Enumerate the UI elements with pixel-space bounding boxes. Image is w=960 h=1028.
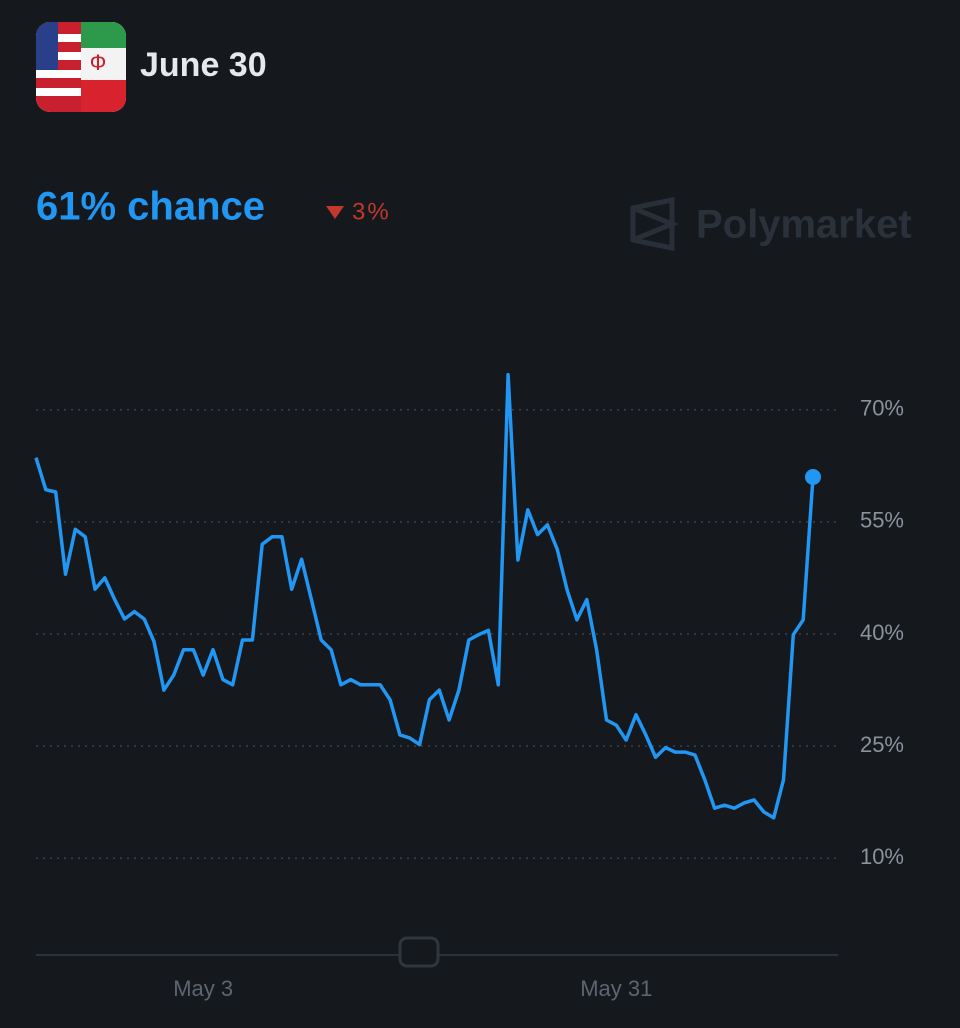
series-line <box>34 372 815 820</box>
change-label: 3% <box>352 198 391 225</box>
market-icon[interactable]: Ф <box>36 22 126 112</box>
market-title: June 30 <box>140 46 267 84</box>
scroll-handle[interactable] <box>398 936 440 968</box>
y-tick-label: 25% <box>860 732 904 757</box>
down-arrow <box>326 206 344 219</box>
end-point <box>805 469 821 486</box>
x-tick-label: May 3 <box>173 976 233 1001</box>
svg-text:Ф: Ф <box>90 50 107 75</box>
brand-name: Polymarket <box>696 203 912 247</box>
y-tick-label: 10% <box>860 844 904 869</box>
x-tick-label: May 31 <box>580 976 652 1001</box>
y-tick-label: 55% <box>860 508 904 533</box>
chance-label: 61% chance <box>36 185 265 229</box>
y-tick-label: 70% <box>860 396 904 421</box>
y-tick-label: 40% <box>860 620 904 645</box>
brand-logo <box>630 196 679 252</box>
